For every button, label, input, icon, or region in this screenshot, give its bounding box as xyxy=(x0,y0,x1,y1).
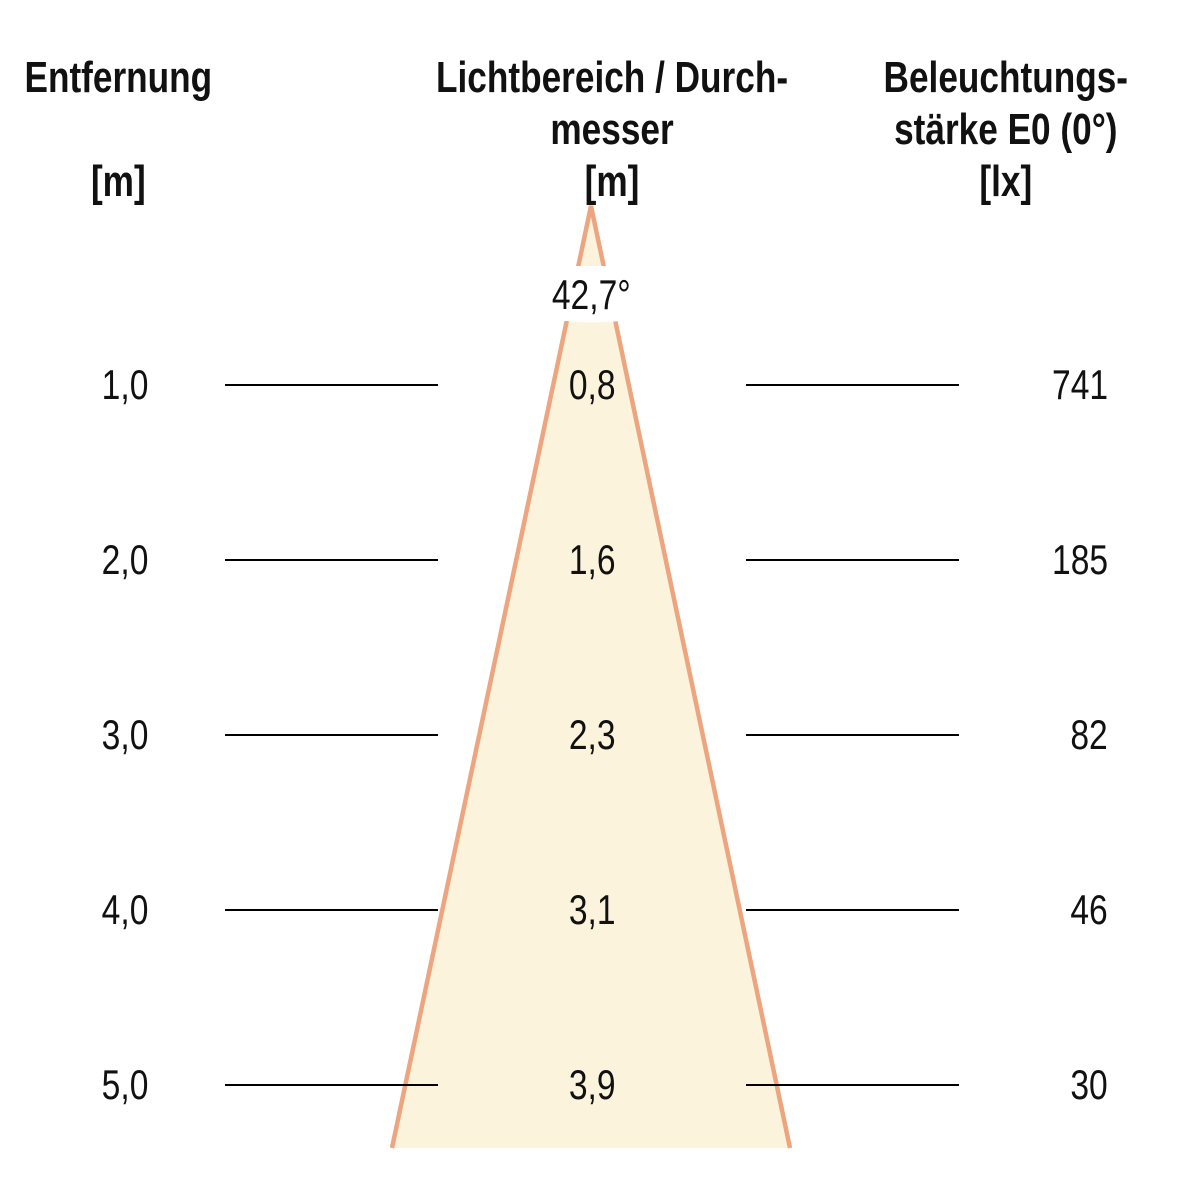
illuminance-header-unit: [lx] xyxy=(979,157,1033,206)
leader-line-right xyxy=(746,1084,959,1086)
row-illuminance-value: 741 xyxy=(1051,361,1108,408)
row-illuminance-value: 82 xyxy=(1070,711,1108,758)
row-distance-value: 1,0 xyxy=(101,361,148,408)
beam-angle-arc-mask xyxy=(528,266,658,323)
distance-header-spacer xyxy=(24,104,212,156)
leader-line-left xyxy=(225,1084,438,1086)
distance-header-title: Entfernung xyxy=(24,53,212,102)
beam-header-title-line1: Lichtbereich / Durch- xyxy=(436,53,789,102)
leader-line-right xyxy=(746,384,959,386)
leader-line-left xyxy=(225,734,438,736)
col-header-beam-diameter: Lichtbereich / Durch- messer [m] xyxy=(392,52,792,208)
beam-angle-label: 42,7° xyxy=(551,271,631,318)
row-diameter-value: 0,8 xyxy=(568,361,616,408)
col-header-illuminance: Beleuchtungs- stärke E0 (0°) [lx] xyxy=(853,52,1153,208)
light-cone-fill xyxy=(392,206,790,1148)
row-illuminance-value: 185 xyxy=(1051,536,1108,583)
row-distance-value: 2,0 xyxy=(101,536,148,583)
col-header-distance: Entfernung [m] xyxy=(0,52,236,208)
leader-line-right xyxy=(746,734,959,736)
distance-header-unit: [m] xyxy=(90,157,146,206)
illuminance-header-title-line2: stärke E0 (0°) xyxy=(894,105,1118,154)
beam-header-unit: [m] xyxy=(584,157,640,206)
leader-line-right xyxy=(746,909,959,911)
leader-line-left xyxy=(225,559,438,561)
beam-header-title-line2: messer xyxy=(550,105,674,154)
row-distance-value: 4,0 xyxy=(101,886,148,933)
leader-line-right xyxy=(746,559,959,561)
row-diameter-value: 3,1 xyxy=(568,886,616,933)
row-illuminance-value: 30 xyxy=(1070,1061,1108,1108)
row-distance-value: 3,0 xyxy=(101,711,148,758)
light-cone-outline xyxy=(389,205,793,1149)
leader-line-left xyxy=(225,909,438,911)
leader-line-left xyxy=(225,384,438,386)
illuminance-header-title-line1: Beleuchtungs- xyxy=(883,53,1129,102)
row-diameter-value: 1,6 xyxy=(568,536,616,583)
row-diameter-value: 3,9 xyxy=(568,1061,616,1108)
row-diameter-value: 2,3 xyxy=(568,711,616,758)
row-illuminance-value: 46 xyxy=(1070,886,1108,933)
row-distance-value: 5,0 xyxy=(101,1061,148,1108)
